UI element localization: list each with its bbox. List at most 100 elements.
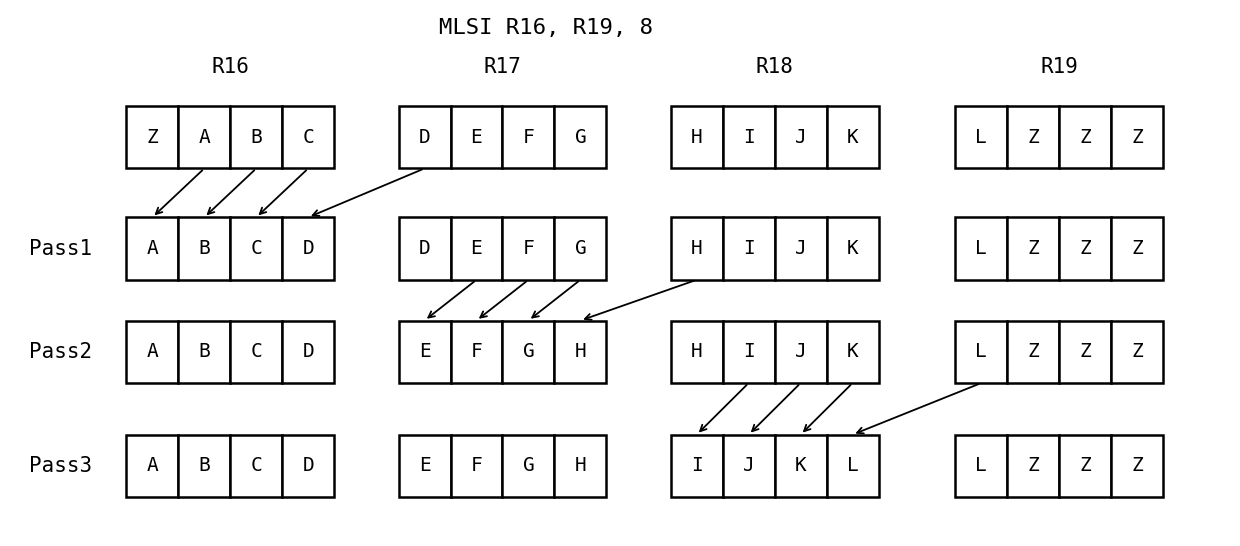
Bar [126, 321, 179, 383]
Text: D: D [303, 342, 314, 361]
Text: G: G [574, 128, 587, 147]
Bar [955, 321, 1007, 383]
Text: Z: Z [1028, 342, 1039, 361]
Text: R17: R17 [484, 57, 521, 76]
Text: Z: Z [1028, 239, 1039, 258]
Bar [723, 435, 775, 497]
Bar [231, 217, 283, 280]
Bar [1007, 217, 1059, 280]
Text: B: B [198, 456, 210, 476]
Bar [231, 435, 283, 497]
Text: Z: Z [1131, 128, 1143, 147]
Text: Z: Z [1131, 239, 1143, 258]
Text: L: L [976, 128, 987, 147]
Text: F: F [471, 456, 482, 476]
Bar [398, 106, 450, 168]
Text: Z: Z [1079, 128, 1091, 147]
Bar [283, 435, 335, 497]
Bar [450, 435, 502, 497]
Bar [1111, 435, 1163, 497]
Text: R16: R16 [211, 57, 249, 76]
Bar [1111, 217, 1163, 280]
Text: E: E [471, 128, 482, 147]
Text: A: A [146, 456, 159, 476]
Bar [502, 106, 554, 168]
Bar [179, 217, 231, 280]
Bar [502, 435, 554, 497]
Bar [179, 106, 231, 168]
Bar [398, 435, 450, 497]
Text: Pass3: Pass3 [30, 456, 92, 476]
Text: B: B [198, 342, 210, 361]
Text: H: H [574, 456, 587, 476]
Bar [554, 217, 606, 280]
Bar [723, 106, 775, 168]
Bar [827, 106, 879, 168]
Text: H: H [691, 239, 703, 258]
Text: D: D [303, 239, 314, 258]
Bar [775, 217, 827, 280]
Bar [671, 217, 723, 280]
Text: I: I [743, 239, 755, 258]
Text: K: K [847, 342, 858, 361]
Text: Z: Z [1028, 128, 1039, 147]
Text: B: B [250, 128, 262, 147]
Text: G: G [522, 342, 534, 361]
Text: R19: R19 [1040, 57, 1078, 76]
Text: L: L [847, 456, 858, 476]
Text: K: K [847, 239, 858, 258]
Bar [450, 217, 502, 280]
Bar [179, 321, 231, 383]
Text: J: J [795, 239, 806, 258]
Bar [955, 217, 1007, 280]
Bar [671, 321, 723, 383]
Bar [179, 435, 231, 497]
Text: G: G [574, 239, 587, 258]
Text: F: F [522, 239, 534, 258]
Text: C: C [250, 239, 262, 258]
Text: Pass1: Pass1 [30, 239, 92, 259]
Bar [1059, 106, 1111, 168]
Bar [827, 321, 879, 383]
Bar [450, 106, 502, 168]
Bar [955, 106, 1007, 168]
Bar [1059, 321, 1111, 383]
Text: K: K [795, 456, 806, 476]
Bar [1111, 321, 1163, 383]
Text: Z: Z [1079, 456, 1091, 476]
Text: E: E [419, 342, 430, 361]
Bar [450, 321, 502, 383]
Text: D: D [419, 239, 430, 258]
Bar [398, 217, 450, 280]
Bar [126, 435, 179, 497]
Bar [775, 435, 827, 497]
Text: L: L [976, 342, 987, 361]
Bar [398, 321, 450, 383]
Text: H: H [691, 342, 703, 361]
Text: Z: Z [1079, 239, 1091, 258]
Text: I: I [691, 456, 703, 476]
Text: D: D [303, 456, 314, 476]
Text: R18: R18 [755, 57, 794, 76]
Bar [1007, 435, 1059, 497]
Text: C: C [303, 128, 314, 147]
Bar [671, 106, 723, 168]
Bar [1007, 321, 1059, 383]
Text: G: G [522, 456, 534, 476]
Bar [775, 106, 827, 168]
Bar [723, 321, 775, 383]
Text: Z: Z [1131, 456, 1143, 476]
Bar [283, 217, 335, 280]
Bar [283, 321, 335, 383]
Bar [827, 217, 879, 280]
Bar [1059, 435, 1111, 497]
Text: J: J [743, 456, 755, 476]
Text: Pass2: Pass2 [30, 342, 92, 362]
Text: C: C [250, 456, 262, 476]
Text: B: B [198, 239, 210, 258]
Bar [502, 217, 554, 280]
Bar [283, 106, 335, 168]
Text: MLSI R16, R19, 8: MLSI R16, R19, 8 [439, 17, 652, 38]
Text: D: D [419, 128, 430, 147]
Text: C: C [250, 342, 262, 361]
